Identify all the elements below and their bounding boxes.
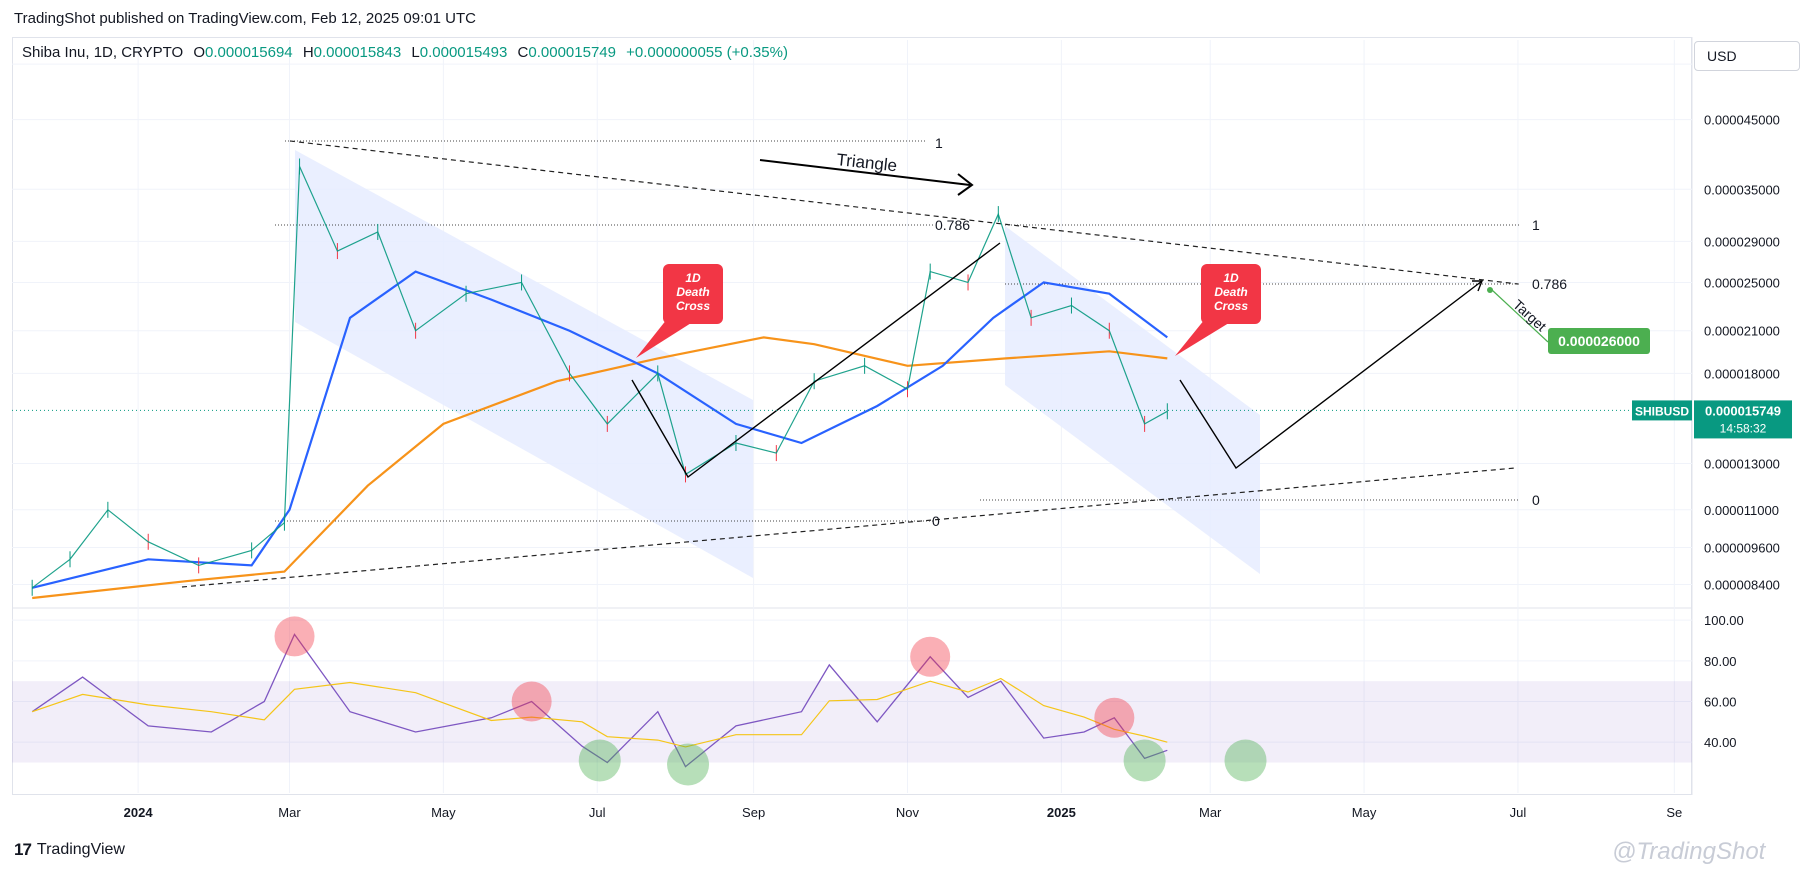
fib-right-label-1: 1: [1532, 217, 1540, 233]
price-tag-countdown: 14:58:32: [1720, 421, 1767, 435]
time-axis-label: Se: [1666, 805, 1682, 820]
tradingview-logo-icon: 17: [14, 840, 32, 859]
death-cross-callout-2-text: 1D: [1223, 271, 1239, 285]
triangle-arrow: [759, 159, 971, 186]
price-axis-label: 0.000013000: [1704, 457, 1780, 472]
change-value: +0.000000055 (+0.35%): [626, 44, 788, 61]
death-cross-callout-1-box: [663, 264, 723, 324]
death-cross-callout-1-text: 1D: [685, 271, 701, 285]
close-label: C: [517, 44, 529, 61]
time-axis-label: Mar: [1199, 805, 1222, 820]
fib-left-label-0: 0: [932, 513, 940, 529]
fib-left-label-1: 1: [935, 135, 943, 151]
descending-channel-2: [1005, 226, 1260, 574]
ma200-line: [32, 336, 1168, 600]
time-axis-label: Jul: [589, 805, 606, 820]
fib-left-label-0786: 0.786: [935, 217, 970, 233]
price-axis-label: 0.000045000: [1704, 113, 1780, 128]
rsi-oversold-marker: [667, 743, 710, 786]
time-axis-label: Jul: [1510, 805, 1527, 820]
price-tag: [1694, 400, 1792, 439]
death-cross-callout-1-text: Cross: [676, 299, 710, 313]
symbol-tag-text: SHIBUSD: [1635, 404, 1689, 418]
rsi-line: [31, 633, 1168, 768]
triangle-upper-line: [289, 140, 1519, 285]
open-label: O: [193, 44, 206, 61]
time-axis-label: 2025: [1047, 805, 1076, 820]
price-axis-label: 0.000035000: [1704, 182, 1780, 197]
descending-channel-1: [295, 150, 753, 578]
price-axis-label: 0.000021000: [1704, 324, 1780, 339]
rsi-band: [12, 681, 1692, 763]
rsi-axis-label: 40.00: [1704, 735, 1737, 750]
ohlc-legend: Shiba Inu, 1D, CRYPTO O0.000015694 H0.00…: [22, 44, 788, 61]
price-tag-value: 0.000015749: [1705, 403, 1781, 418]
target-price-tag: [1548, 328, 1650, 354]
time-axis-label: 2024: [124, 805, 154, 820]
tradingview-logo[interactable]: 17 TradingView: [14, 840, 125, 860]
tradingview-brand: TradingView: [36, 841, 125, 858]
target-line: [1491, 289, 1549, 343]
rsi-axis-label: 80.00: [1704, 654, 1737, 669]
price-axis-label: 0.000008400: [1704, 577, 1780, 592]
price-axis-label: 0.000011000: [1704, 503, 1779, 518]
target-label: Target: [1510, 296, 1550, 334]
publisher-header: TradingShot published on TradingView.com…: [14, 10, 476, 27]
price-axis-label: 0.000025000: [1704, 275, 1780, 290]
fib-right-label-0786: 0.786: [1532, 276, 1567, 292]
time-axis-label: Mar: [278, 805, 301, 820]
time-axis-label: May: [431, 805, 456, 820]
open-value: 0.000015694: [205, 44, 293, 61]
low-label: L: [411, 44, 420, 61]
price-line: [31, 166, 1168, 589]
time-axis-label: May: [1352, 805, 1377, 820]
fib-right-label-0: 0: [1532, 492, 1540, 508]
death-cross-callout-1-text: Death: [676, 285, 709, 299]
triangle-lower-line: [181, 467, 1516, 588]
death-cross-callout-2-text: Cross: [1214, 299, 1248, 313]
high-label: H: [302, 44, 314, 61]
time-axis-label: Nov: [896, 805, 920, 820]
rsi-ma-line: [32, 677, 1168, 748]
rsi-overbought-marker: [274, 616, 315, 657]
high-value: 0.000015843: [313, 44, 402, 61]
pattern-path-1: [631, 242, 1001, 479]
projection-path: [1179, 280, 1483, 470]
death-cross-callout-1-pointer: [636, 314, 699, 358]
price-axis-label: 0.000018000: [1704, 366, 1780, 381]
triangle-label: Triangle: [836, 150, 898, 175]
triangle-arrowhead: [957, 173, 974, 196]
price-axis-label: 0.000029000: [1704, 234, 1780, 249]
rsi-overbought-marker: [1094, 697, 1135, 738]
rsi-oversold-marker: [578, 739, 621, 782]
author-watermark: @TradingShot: [1612, 838, 1766, 865]
rsi-oversold-marker: [1123, 739, 1166, 782]
time-axis-label: Sep: [742, 805, 765, 820]
rsi-oversold-marker: [1224, 739, 1267, 782]
rsi-overbought-marker: [910, 636, 951, 677]
target-point: [1487, 287, 1493, 293]
low-value: 0.000015493: [419, 44, 508, 61]
death-cross-callout-2-box: [1201, 264, 1261, 324]
death-cross-callout-2-pointer: [1175, 314, 1237, 356]
currency-button[interactable]: USD: [1694, 41, 1800, 71]
symbol-label[interactable]: Shiba Inu, 1D, CRYPTO: [22, 44, 184, 61]
rsi-axis-label: 60.00: [1704, 695, 1737, 710]
rsi-overbought-marker: [511, 681, 552, 722]
death-cross-callout-2-text: Death: [1214, 285, 1247, 299]
symbol-tag: [1632, 400, 1692, 421]
target-price-text: 0.000026000: [1558, 333, 1640, 349]
price-axis-label: 0.000009600: [1704, 540, 1780, 555]
close-value: 0.000015749: [528, 44, 616, 61]
rsi-axis-label: 100.00: [1704, 613, 1744, 628]
projection-arrowhead: [1472, 280, 1484, 292]
